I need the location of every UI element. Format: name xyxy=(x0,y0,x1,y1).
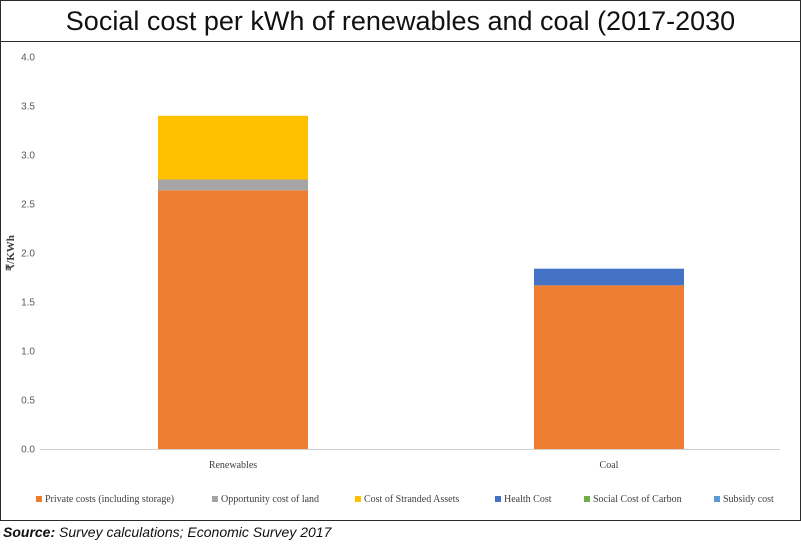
legend-swatch xyxy=(355,496,361,502)
legend-swatch xyxy=(714,496,720,502)
legend-swatch xyxy=(212,496,218,502)
y-tick-label: 4.0 xyxy=(21,53,35,64)
legend-label: Subsidy cost xyxy=(723,494,774,505)
y-tick-label: 2.5 xyxy=(21,200,35,211)
source-text: Survey calculations; Economic Survey 201… xyxy=(59,524,332,540)
x-category-label: Renewables xyxy=(209,460,257,471)
source-label: Source: xyxy=(3,524,56,540)
legend-swatch xyxy=(584,496,590,502)
chart-title-box: Social cost per kWh of renewables and co… xyxy=(0,0,801,42)
bar-renewables-1 xyxy=(158,179,308,191)
legend-swatch xyxy=(36,496,42,502)
legend-label: Opportunity cost of land xyxy=(221,494,319,505)
y-tick-label: 3.0 xyxy=(21,151,35,162)
y-tick-label: 2.0 xyxy=(21,249,35,260)
y-axis-label: ₹/KWh xyxy=(5,235,17,271)
legend-swatch xyxy=(495,496,501,502)
y-tick-label: 3.5 xyxy=(21,102,35,113)
y-tick-label: 1.0 xyxy=(21,347,35,358)
x-category-label: Coal xyxy=(600,460,619,471)
chart-title: Social cost per kWh of renewables and co… xyxy=(65,6,736,36)
bar-coal-3 xyxy=(534,268,684,286)
y-tick-label: 1.5 xyxy=(21,298,35,309)
bar-coal-0 xyxy=(534,285,684,449)
y-tick-label: 0.0 xyxy=(21,445,35,456)
legend-label: Social Cost of Carbon xyxy=(593,494,682,505)
legend-label: Health Cost xyxy=(504,494,552,505)
y-tick-label: 0.5 xyxy=(21,396,35,407)
source-note: Source: Survey calculations; Economic Su… xyxy=(3,524,331,540)
bar-renewables-2 xyxy=(158,115,308,180)
legend-label: Private costs (including storage) xyxy=(45,494,174,505)
legend-label: Cost of Stranded Assets xyxy=(364,494,459,505)
bar-renewables-0 xyxy=(158,190,308,449)
